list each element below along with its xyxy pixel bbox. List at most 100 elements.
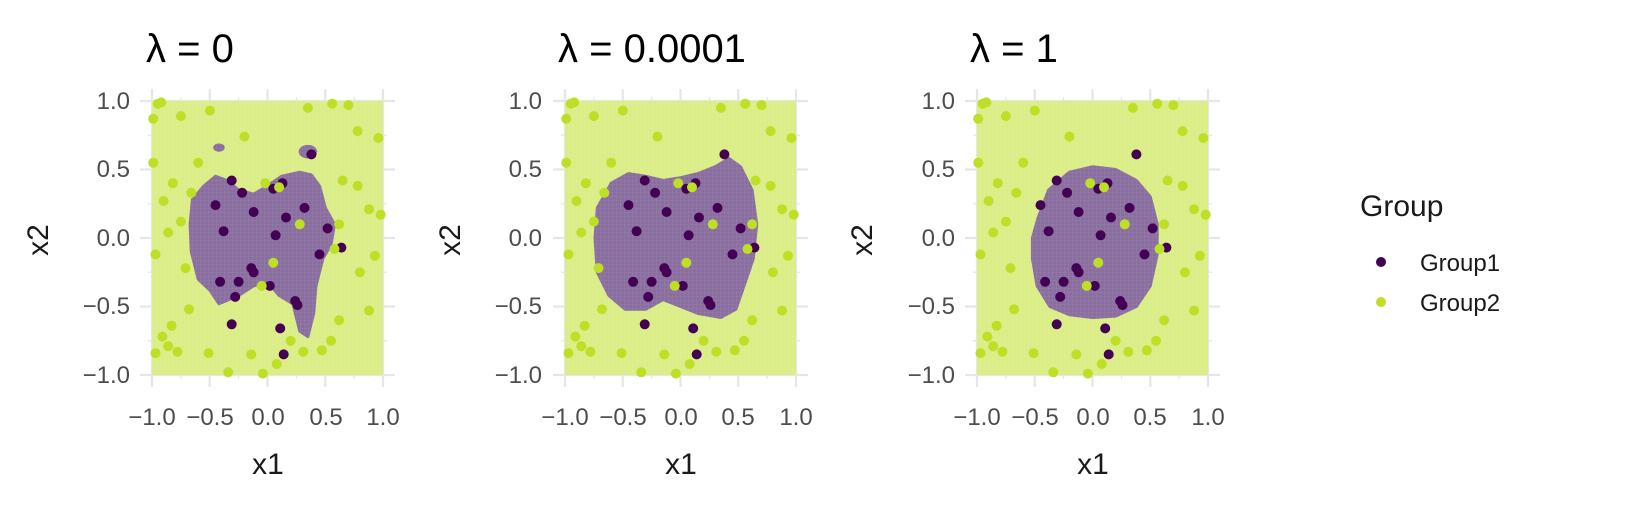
- point-group2: [1177, 180, 1188, 191]
- point-group1: [1131, 149, 1142, 160]
- x-axis-title: x1: [1077, 448, 1109, 481]
- point-group2: [739, 335, 749, 346]
- point-group2: [777, 204, 788, 215]
- point-group2: [175, 216, 186, 227]
- point-group2: [707, 219, 718, 230]
- point-group2: [1154, 244, 1165, 254]
- point-group2: [329, 244, 340, 254]
- point-group1: [661, 267, 672, 278]
- point-group2: [369, 250, 380, 261]
- point-group2: [580, 178, 591, 189]
- point-group1: [631, 226, 642, 237]
- point-group2: [681, 257, 692, 268]
- legend-key-group2: [1376, 297, 1386, 307]
- point-group2: [268, 257, 279, 268]
- point-group1: [623, 200, 634, 211]
- point-group1: [226, 319, 237, 330]
- legend-title: Group: [1360, 190, 1443, 223]
- point-group2: [669, 280, 680, 291]
- point-group2: [571, 196, 582, 206]
- point-group1: [1089, 280, 1100, 291]
- panel-title: λ = 0: [146, 27, 234, 71]
- point-group2: [1152, 98, 1163, 109]
- point-group2: [1179, 267, 1190, 278]
- point-group1: [712, 202, 723, 213]
- point-group2: [576, 341, 587, 352]
- point-group2: [186, 187, 197, 198]
- y-tick-label: 0.5: [97, 156, 130, 183]
- point-group2: [1127, 102, 1138, 113]
- point-group2: [659, 349, 670, 360]
- point-group2: [158, 196, 169, 206]
- point-group2: [975, 249, 986, 260]
- point-group1: [1058, 276, 1069, 287]
- point-group1: [677, 280, 688, 291]
- point-group2: [156, 97, 167, 108]
- y-axis-title: x2: [434, 224, 467, 256]
- point-group1: [639, 175, 650, 186]
- point-group2: [1005, 263, 1016, 274]
- point-group2: [1099, 182, 1109, 193]
- panel-3: λ = 1 x2 x1 −1.0 −0.5 0.0 0.5 1.0 −1.0 −…: [846, 27, 1225, 481]
- point-group2: [352, 126, 363, 137]
- x-tick-label: 0.5: [1133, 404, 1166, 431]
- x-tick-label: −1.0: [953, 404, 1000, 431]
- point-group2: [302, 102, 313, 113]
- point-group2: [1081, 280, 1092, 291]
- point-group2: [1048, 367, 1059, 378]
- point-group2: [983, 196, 994, 206]
- point-group1: [230, 291, 241, 302]
- y-tick-labels: −1.0 −0.5 0.0 0.5 1.0: [83, 88, 130, 389]
- point-group2: [326, 335, 336, 346]
- point-group2: [271, 359, 282, 369]
- point-group1: [278, 349, 289, 360]
- point-group2: [1093, 257, 1104, 268]
- point-group2: [606, 157, 617, 168]
- x-tick-label: 1.0: [779, 404, 812, 431]
- point-group2: [585, 346, 596, 357]
- point-group1: [275, 323, 286, 334]
- point-group2: [1009, 304, 1019, 315]
- point-group1: [1040, 276, 1051, 287]
- point-group2: [782, 250, 793, 261]
- x-tick-labels: −1.0 −0.5 0.0 0.5 1.0: [541, 404, 812, 431]
- point-group2: [997, 346, 1008, 357]
- point-group2: [1141, 345, 1152, 356]
- point-group2: [1085, 178, 1096, 189]
- raster-texture: [152, 101, 383, 375]
- point-group1: [705, 300, 716, 311]
- point-group2: [1162, 175, 1173, 186]
- y-tick-label: 1.0: [922, 88, 955, 115]
- point-group1: [264, 280, 275, 291]
- y-tick-label: 1.0: [97, 88, 130, 115]
- point-group1: [1117, 300, 1128, 311]
- legend: Group Group1 Group2: [1360, 190, 1500, 317]
- y-tick-label: −1.0: [908, 362, 955, 389]
- point-group2: [561, 113, 572, 124]
- point-group2: [1029, 105, 1040, 116]
- y-tick-label: 0.5: [922, 156, 955, 183]
- x-tick-labels: −1.0 −0.5 0.0 0.5 1.0: [953, 404, 1224, 431]
- point-group2: [588, 111, 599, 122]
- point-group2: [1110, 335, 1121, 346]
- point-group2: [561, 157, 572, 168]
- point-group2: [167, 178, 178, 189]
- data-points: [148, 97, 386, 379]
- point-group1: [643, 291, 654, 302]
- point-group2: [163, 341, 174, 352]
- point-group2: [975, 348, 986, 359]
- legend-label: Group1: [1420, 250, 1500, 277]
- point-group1: [1095, 230, 1106, 241]
- point-group1: [1043, 226, 1054, 237]
- point-group2: [257, 368, 268, 379]
- point-group2: [617, 105, 628, 116]
- point-group1: [719, 149, 730, 160]
- point-group2: [1194, 250, 1205, 261]
- point-group2: [1198, 133, 1209, 143]
- point-group2: [750, 175, 761, 186]
- point-group2: [1018, 157, 1029, 168]
- point-group1: [1106, 212, 1116, 223]
- point-group2: [765, 126, 776, 137]
- point-group2: [756, 100, 767, 111]
- y-tick-label: 0.0: [97, 225, 130, 252]
